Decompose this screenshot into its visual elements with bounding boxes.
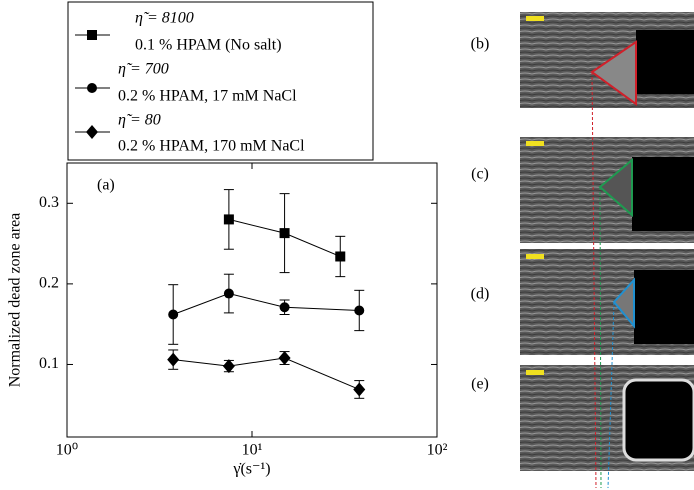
legend-label: η̃ = 80 (118, 112, 161, 129)
x-tick-label: 10² (427, 442, 448, 459)
annotation: (a) (97, 177, 115, 194)
panel-label: (d) (471, 286, 490, 303)
y-tick-label: 0.2 (39, 275, 59, 292)
panel-label: (c) (471, 166, 489, 183)
marker (279, 228, 290, 239)
x-axis-label: γ̇(s⁻¹) (232, 461, 270, 478)
marker (279, 302, 290, 313)
marker (223, 288, 234, 299)
marker (168, 309, 179, 320)
series-line (173, 357, 360, 390)
y-tick-label: 0.3 (39, 194, 59, 211)
panel-label: (e) (471, 376, 489, 393)
y-axis-label: Normalized dead zone area (7, 213, 24, 388)
marker (167, 352, 180, 367)
legend-marker (87, 30, 97, 40)
marker (222, 359, 235, 374)
legend-detail: 0.2 % HPAM, 170 mM NaCl (118, 138, 305, 155)
image-panels (520, 12, 694, 489)
legend-marker (86, 125, 98, 139)
marker (278, 351, 291, 366)
series-line (173, 293, 360, 315)
marker (223, 214, 234, 225)
legend-marker (87, 83, 97, 93)
legend-label: η̃ = 700 (118, 61, 169, 78)
legend-detail: 0.1 % HPAM (No salt) (135, 37, 282, 54)
marker (353, 382, 366, 397)
x-tick-label: 10⁰ (56, 442, 78, 459)
legend-detail: 0.2 % HPAM, 17 mM NaCl (118, 88, 297, 105)
panel-label: (b) (471, 36, 490, 53)
marker (335, 251, 346, 262)
y-tick-label: 0.1 (39, 355, 59, 372)
marker (354, 305, 365, 316)
x-tick-label: 10¹ (242, 442, 263, 459)
plot-frame (66, 162, 438, 438)
legend-box (67, 1, 374, 161)
legend-label: η̃ = 8100 (135, 10, 194, 27)
